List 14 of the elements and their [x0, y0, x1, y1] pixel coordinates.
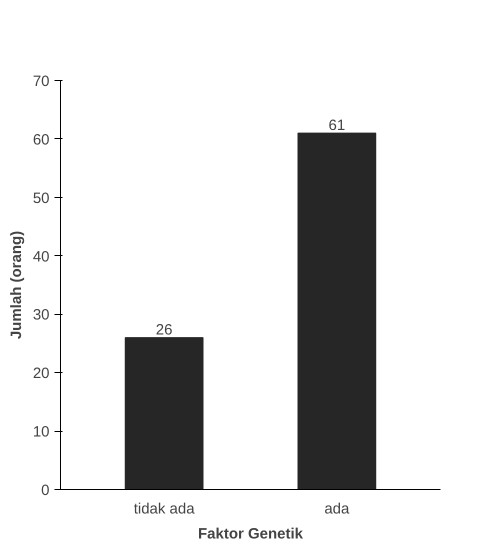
y-tick-label: 10 [32, 424, 50, 441]
x-tick-label: ada [324, 500, 350, 518]
y-tick-label: 70 [32, 73, 50, 90]
x-axis-title: Faktor Genetik [198, 526, 304, 542]
y-tick-label: 30 [32, 306, 50, 324]
y-tick-label: 60 [32, 131, 50, 148]
y-axis-title: Jumlah (orang) [8, 230, 25, 340]
y-tick-label: 50 [32, 190, 50, 207]
data-label: 61 [328, 117, 346, 134]
y-tick-label: 20 [32, 365, 50, 382]
y-tick-label: 0 [41, 482, 50, 499]
data-label: 26 [156, 322, 172, 339]
x-tick-label: tidak ada [134, 500, 196, 518]
y-tick-label: 40 [32, 248, 50, 266]
